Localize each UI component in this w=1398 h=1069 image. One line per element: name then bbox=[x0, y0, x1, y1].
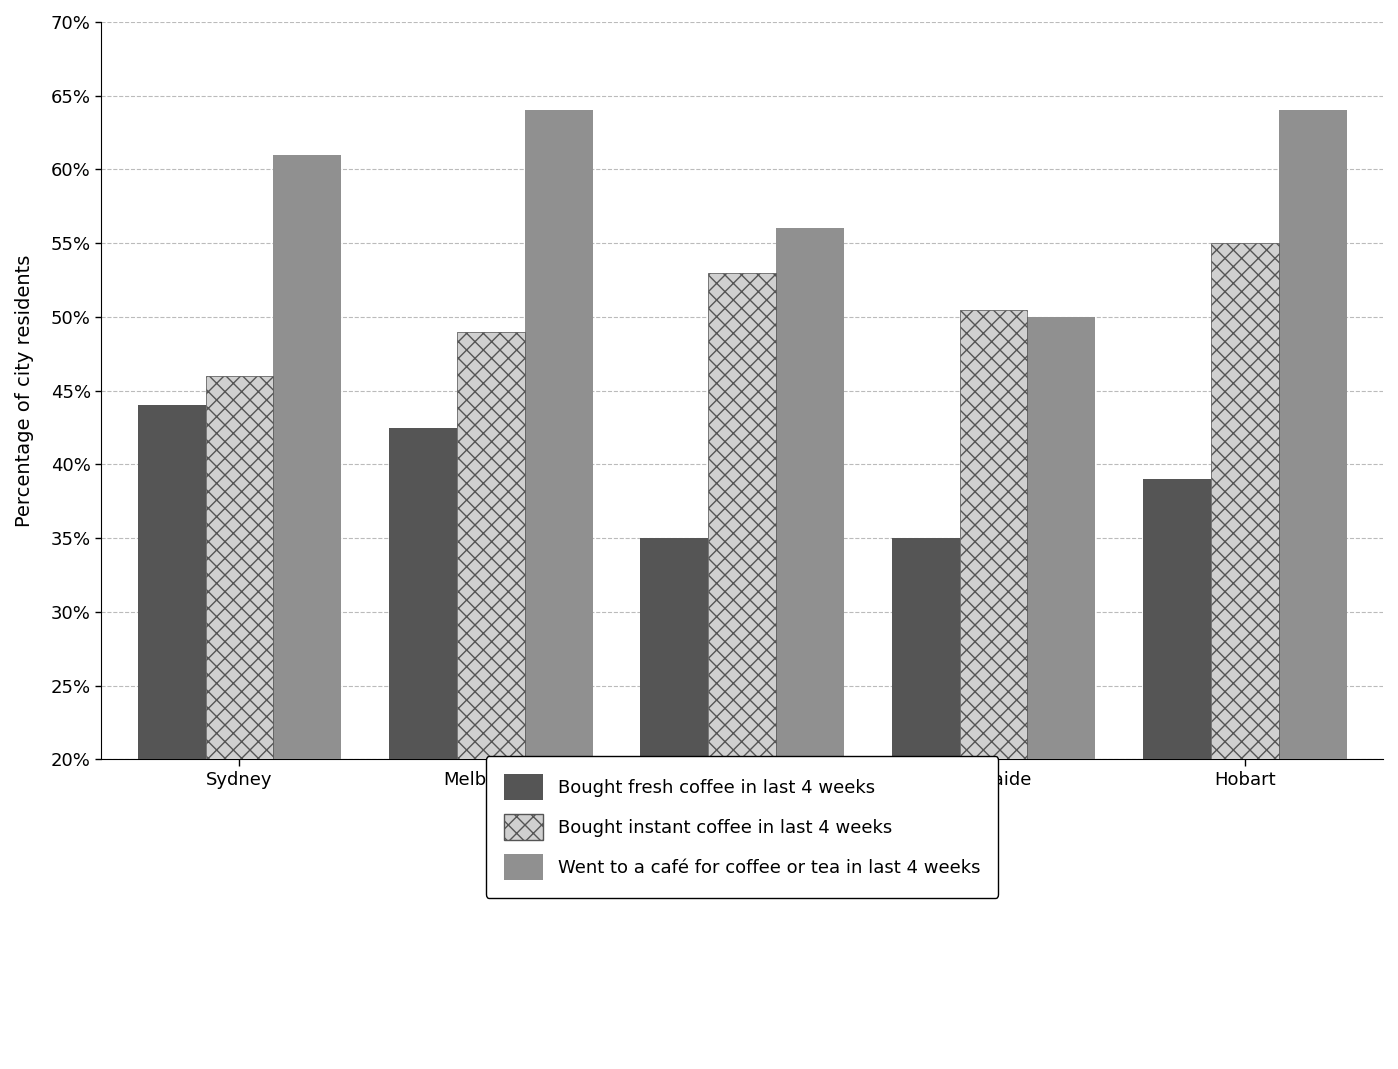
Bar bbox=[1211, 244, 1279, 1054]
Bar bbox=[892, 538, 959, 1054]
Bar bbox=[137, 405, 206, 1054]
Bar bbox=[206, 376, 274, 1054]
Bar bbox=[274, 155, 341, 1054]
Bar bbox=[457, 331, 524, 1054]
Bar bbox=[709, 273, 776, 1054]
Bar bbox=[524, 110, 593, 1054]
Bar bbox=[959, 310, 1028, 1054]
Bar bbox=[959, 310, 1028, 1054]
Bar bbox=[1028, 317, 1095, 1054]
Bar bbox=[1144, 479, 1211, 1054]
Bar bbox=[640, 538, 709, 1054]
Bar bbox=[1279, 110, 1346, 1054]
Legend: Bought fresh coffee in last 4 weeks, Bought instant coffee in last 4 weeks, Went: Bought fresh coffee in last 4 weeks, Bou… bbox=[485, 756, 998, 898]
Bar bbox=[709, 273, 776, 1054]
Bar bbox=[457, 331, 524, 1054]
Bar bbox=[776, 229, 844, 1054]
Bar bbox=[206, 376, 274, 1054]
Bar bbox=[389, 428, 457, 1054]
Bar bbox=[1211, 244, 1279, 1054]
Y-axis label: Percentage of city residents: Percentage of city residents bbox=[15, 254, 34, 527]
